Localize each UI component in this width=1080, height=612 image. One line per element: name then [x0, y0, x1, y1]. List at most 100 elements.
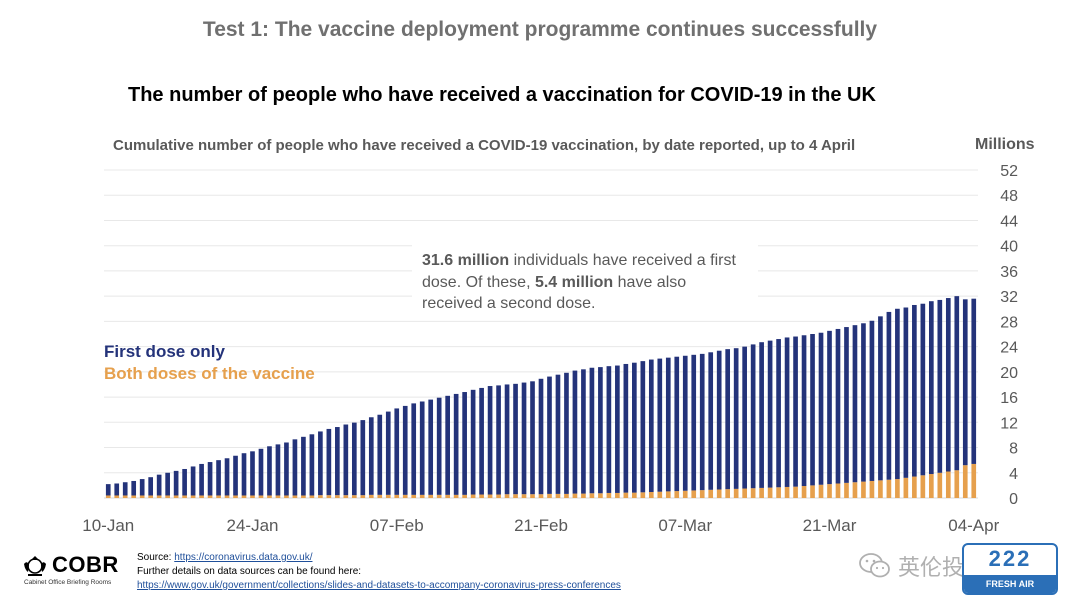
bar-both-doses	[564, 493, 569, 498]
bar-first-dose	[513, 383, 518, 495]
bar-first-dose	[216, 460, 221, 496]
bar-first-dose	[504, 384, 510, 495]
bar-both-doses	[275, 495, 281, 498]
bar-both-doses	[784, 486, 790, 498]
bar-both-doses	[462, 494, 467, 498]
bar-both-doses	[716, 489, 722, 498]
y-tick-label: 48	[1000, 188, 1018, 205]
bar-both-doses	[360, 495, 366, 498]
bar-first-dose	[759, 342, 764, 488]
bar-first-dose	[912, 304, 917, 477]
source-link[interactable]: https://coronavirus.data.gov.uk/	[174, 552, 313, 563]
bar-first-dose	[648, 359, 654, 493]
bar-both-doses	[937, 472, 943, 498]
bar-both-doses	[538, 494, 544, 498]
details-link[interactable]: https://www.gov.uk/government/collection…	[137, 580, 621, 591]
bar-both-doses	[793, 486, 798, 498]
bar-both-doses	[530, 494, 535, 498]
bar-both-doses	[835, 483, 841, 498]
y-tick-label: 0	[1009, 491, 1018, 508]
bar-first-dose	[971, 298, 977, 464]
y-tick-label: 4	[1009, 466, 1018, 483]
bar-both-doses	[241, 495, 247, 498]
bar-both-doses	[606, 492, 612, 498]
bar-first-dose	[241, 453, 247, 496]
details-text: Further details on data sources can be f…	[137, 566, 362, 577]
bar-both-doses	[114, 495, 120, 498]
bar-first-dose	[411, 403, 417, 495]
bar-first-dose	[445, 395, 450, 495]
bar-first-dose	[258, 448, 264, 496]
annotation-text-2: have also received a second dose.	[422, 273, 687, 313]
chart-subtitle: Cumulative number of people who have rec…	[113, 137, 856, 154]
bar-both-doses	[895, 479, 900, 498]
cobr-wordmark: COBR	[52, 552, 119, 577]
bar-first-dose	[810, 334, 815, 486]
bar-first-dose	[428, 399, 434, 495]
bar-both-doses	[878, 480, 883, 498]
bar-first-dose	[199, 463, 204, 496]
bar-first-dose	[632, 362, 637, 493]
source-notes: Source: https://coronavirus.data.gov.uk/…	[137, 551, 621, 593]
bar-both-doses	[648, 492, 654, 498]
bar-first-dose	[224, 458, 230, 496]
bar-both-doses	[292, 495, 298, 498]
bar-first-dose	[708, 352, 714, 490]
bar-first-dose	[343, 424, 349, 496]
bar-first-dose	[394, 408, 400, 495]
bar-both-doses	[309, 495, 315, 498]
royal-crest-icon	[24, 556, 46, 576]
bar-first-dose	[139, 479, 145, 496]
bar-both-doses	[920, 475, 926, 498]
bar-both-doses	[962, 465, 968, 498]
bar-both-doses	[971, 463, 977, 498]
bar-first-dose	[326, 428, 332, 496]
bar-first-dose	[301, 436, 306, 496]
bar-both-doses	[827, 484, 832, 498]
y-tick-label: 20	[1000, 365, 1018, 382]
bar-both-doses	[411, 494, 417, 498]
bar-both-doses	[419, 494, 425, 498]
x-axis-ticks: 10-Jan 24-Jan 07-Feb 21-Feb 07-Mar 21-Mar 04-A…	[82, 516, 999, 535]
bar-first-dose	[402, 405, 408, 495]
bar-first-dose	[640, 361, 646, 493]
bar-first-dose	[318, 431, 323, 496]
bar-first-dose	[462, 392, 467, 495]
bar-first-dose	[869, 320, 875, 481]
bar-both-doses	[453, 494, 459, 498]
bar-first-dose	[945, 298, 951, 472]
y-tick-label: 36	[1000, 264, 1018, 281]
bar-first-dose	[368, 417, 374, 495]
bar-first-dose	[962, 299, 968, 466]
y-axis-units-label: Millions	[975, 136, 1035, 153]
annotation-first-dose-value: 31.6 million	[422, 252, 510, 269]
bar-first-dose	[598, 367, 603, 494]
bar-both-doses	[326, 495, 332, 498]
bar-first-dose	[233, 455, 238, 496]
bar-both-doses	[250, 495, 255, 498]
bar-first-dose	[784, 337, 790, 487]
bar-both-doses	[682, 490, 688, 498]
bar-both-doses	[776, 487, 781, 498]
bar-first-dose	[165, 472, 170, 496]
y-tick-label: 40	[1000, 239, 1018, 256]
bar-both-doses	[750, 488, 756, 498]
bar-both-doses	[818, 484, 824, 498]
bar-first-dose	[250, 451, 255, 496]
bar-both-doses	[267, 495, 272, 498]
bar-first-dose	[793, 336, 798, 487]
bar-both-doses	[513, 494, 518, 498]
bar-first-dose	[606, 366, 612, 493]
bar-first-dose	[335, 427, 340, 496]
bar-first-dose	[895, 308, 900, 480]
x-tick-label: 10-Jan	[82, 516, 134, 535]
bar-both-doses	[598, 493, 603, 498]
bar-both-doses	[742, 488, 747, 498]
bar-first-dose	[351, 422, 357, 496]
bar-first-dose	[750, 344, 756, 489]
chart-annotation: 31.6 million individuals have received a…	[412, 244, 758, 317]
y-tick-label: 12	[1000, 415, 1018, 432]
bar-both-doses	[479, 494, 484, 498]
bar-first-dose	[173, 470, 179, 496]
